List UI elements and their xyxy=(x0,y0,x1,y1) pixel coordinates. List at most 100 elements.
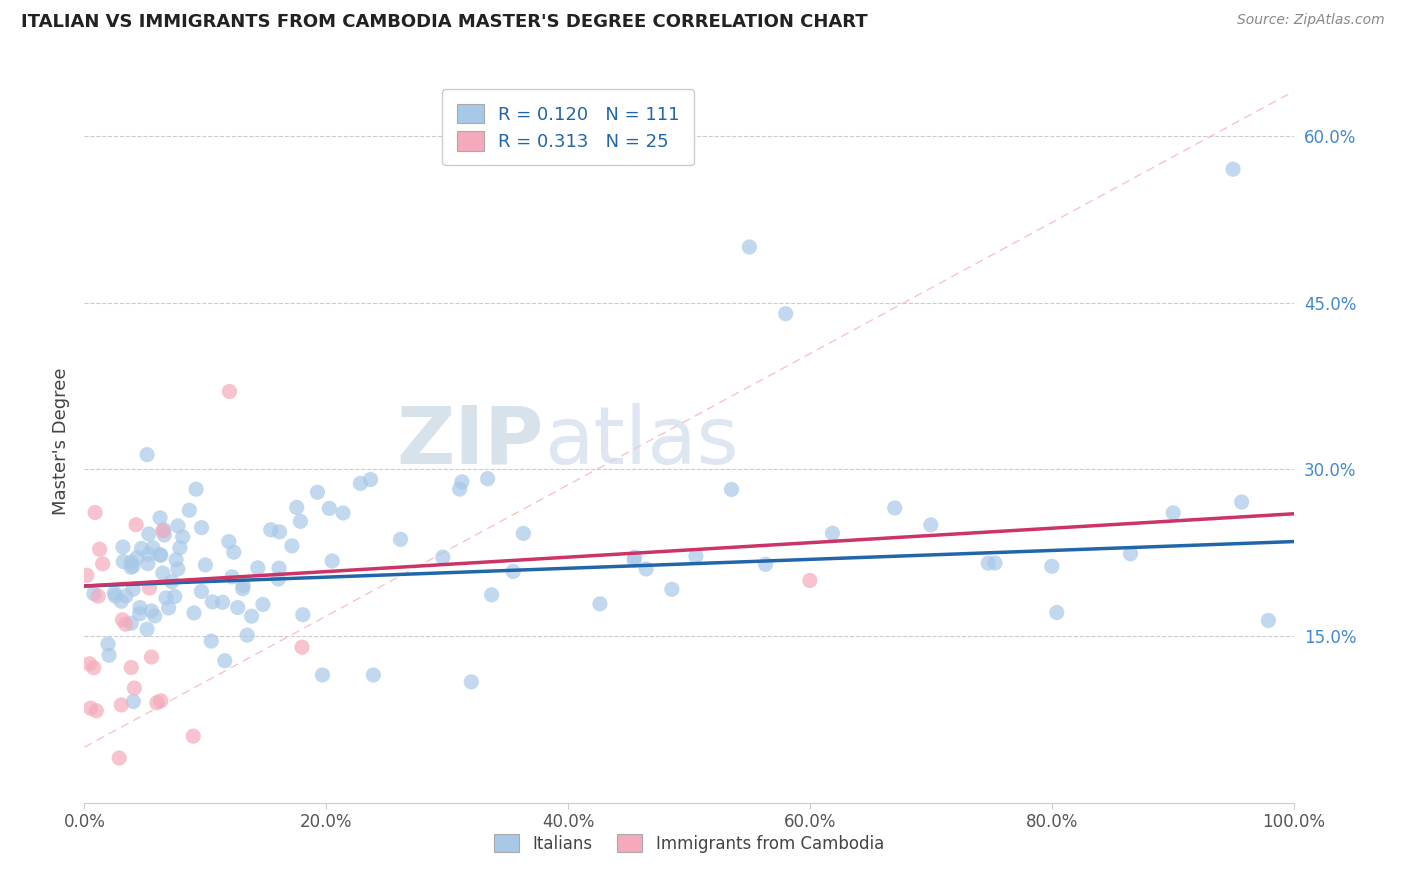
Point xyxy=(218,384,240,399)
Point xyxy=(1040,559,1063,574)
Point xyxy=(661,582,683,597)
Point xyxy=(149,694,172,708)
Point xyxy=(290,514,312,528)
Point xyxy=(160,574,183,589)
Point xyxy=(152,524,174,538)
Point xyxy=(623,553,645,567)
Point xyxy=(136,622,159,636)
Point xyxy=(138,527,160,541)
Point xyxy=(120,560,142,574)
Point xyxy=(87,589,110,603)
Point xyxy=(236,628,259,642)
Point xyxy=(83,661,105,675)
Point xyxy=(128,607,150,621)
Point xyxy=(120,660,142,674)
Point xyxy=(89,542,111,557)
Point xyxy=(122,559,145,574)
Point xyxy=(775,307,797,321)
Point xyxy=(124,681,146,695)
Point xyxy=(155,591,177,605)
Point xyxy=(125,517,148,532)
Point xyxy=(291,640,314,655)
Point xyxy=(138,581,160,595)
Text: ITALIAN VS IMMIGRANTS FROM CAMBODIA MASTER'S DEGREE CORRELATION CHART: ITALIAN VS IMMIGRANTS FROM CAMBODIA MAST… xyxy=(21,13,868,31)
Text: atlas: atlas xyxy=(544,402,738,481)
Point xyxy=(232,582,254,596)
Point xyxy=(1230,495,1253,509)
Point xyxy=(152,566,174,580)
Point xyxy=(360,473,382,487)
Point xyxy=(281,539,304,553)
Point xyxy=(1257,614,1279,628)
Point xyxy=(432,550,454,565)
Point xyxy=(91,557,114,571)
Point xyxy=(103,586,125,600)
Text: ZIP: ZIP xyxy=(396,402,544,481)
Point xyxy=(84,506,107,520)
Point xyxy=(141,650,163,665)
Point xyxy=(977,556,1000,570)
Point xyxy=(211,595,233,609)
Point xyxy=(111,613,134,627)
Point xyxy=(146,696,169,710)
Point xyxy=(120,616,142,631)
Point xyxy=(184,482,207,496)
Point xyxy=(190,521,212,535)
Point xyxy=(984,556,1007,570)
Point xyxy=(218,534,240,549)
Point xyxy=(79,701,101,715)
Point xyxy=(115,589,138,603)
Point xyxy=(221,570,243,584)
Point xyxy=(98,648,121,663)
Point xyxy=(222,545,245,559)
Point xyxy=(79,657,101,671)
Point xyxy=(112,555,135,569)
Point xyxy=(125,550,148,565)
Point xyxy=(267,561,290,575)
Point xyxy=(97,637,120,651)
Legend: Italians, Immigrants from Cambodia: Italians, Immigrants from Cambodia xyxy=(488,828,890,860)
Point xyxy=(157,601,180,615)
Point xyxy=(129,600,152,615)
Point xyxy=(142,541,165,555)
Point xyxy=(291,607,314,622)
Point xyxy=(165,553,187,567)
Point xyxy=(755,558,778,572)
Point xyxy=(260,523,283,537)
Point xyxy=(307,485,329,500)
Point xyxy=(163,590,186,604)
Point xyxy=(1119,547,1142,561)
Point xyxy=(332,506,354,520)
Point xyxy=(232,578,254,592)
Point xyxy=(86,704,108,718)
Point xyxy=(214,654,236,668)
Point xyxy=(190,584,212,599)
Point xyxy=(636,562,658,576)
Point xyxy=(451,475,474,489)
Point xyxy=(149,548,172,562)
Point xyxy=(267,572,290,586)
Point xyxy=(1161,506,1184,520)
Point xyxy=(183,606,205,620)
Point xyxy=(122,694,145,708)
Point xyxy=(1222,162,1244,177)
Point xyxy=(920,517,942,532)
Point xyxy=(201,595,224,609)
Point xyxy=(226,600,249,615)
Point xyxy=(76,568,98,582)
Point xyxy=(200,634,222,648)
Point xyxy=(149,548,172,562)
Point xyxy=(685,549,707,564)
Point xyxy=(449,482,471,496)
Point xyxy=(122,582,145,597)
Point xyxy=(120,555,142,569)
Point xyxy=(252,598,274,612)
Point xyxy=(512,526,534,541)
Point xyxy=(477,472,499,486)
Point xyxy=(179,503,201,517)
Point xyxy=(181,729,204,743)
Point xyxy=(149,511,172,525)
Point xyxy=(623,550,645,565)
Point xyxy=(153,528,176,542)
Point xyxy=(240,609,263,624)
